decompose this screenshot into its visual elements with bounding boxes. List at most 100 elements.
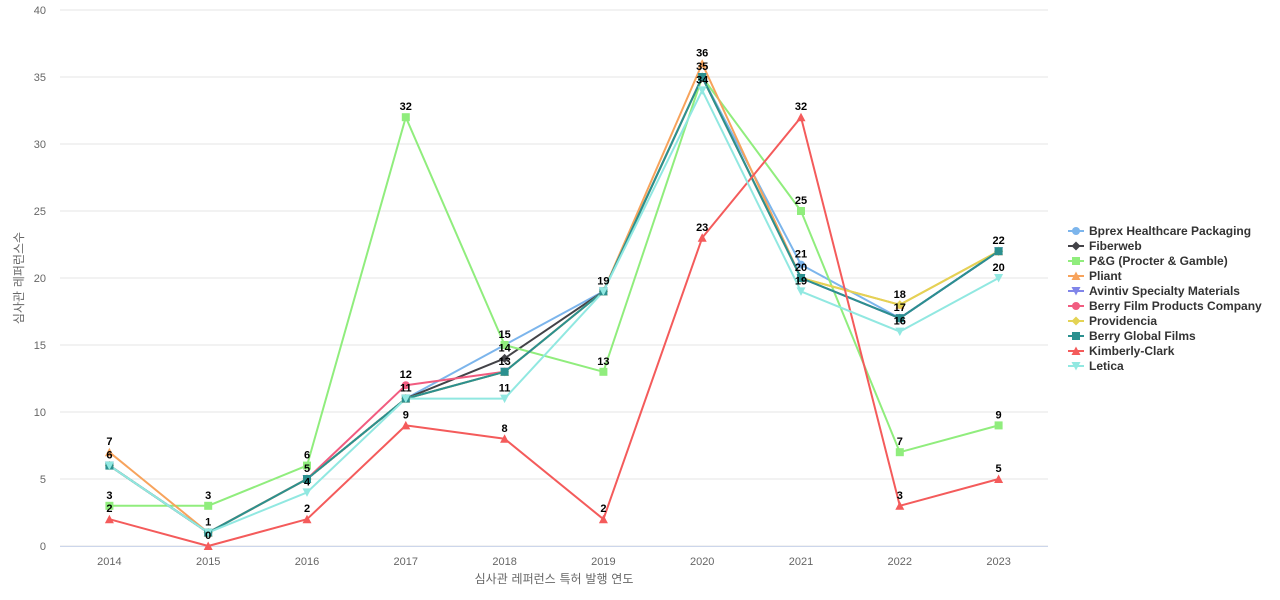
data-point	[895, 501, 905, 510]
data-point	[797, 207, 805, 215]
y-tick-label: 10	[34, 407, 46, 419]
data-point	[104, 514, 114, 524]
legend-label: Berry Global Films	[1089, 329, 1196, 343]
legend-label: Pliant	[1089, 269, 1122, 283]
data-point	[797, 274, 805, 282]
data-point	[698, 73, 707, 81]
data-point	[500, 341, 509, 349]
data-label: 16	[894, 316, 906, 328]
data-label: 34	[696, 74, 709, 86]
data-label: 35	[696, 61, 708, 73]
data-point	[994, 474, 1004, 483]
series-line-9	[108, 89, 1000, 534]
data-label: 3	[205, 490, 211, 502]
x-tick-label: 2021	[789, 556, 813, 568]
x-axis-title: 심사관 레퍼런스 특허 발행 연도	[475, 571, 634, 586]
y-tick-label: 15	[34, 340, 46, 352]
y-axis-title: 심사관 레퍼런스수	[12, 232, 26, 324]
data-point	[303, 461, 311, 470]
data-point	[104, 447, 114, 457]
data-label: 12	[400, 369, 412, 381]
data-point	[500, 394, 510, 404]
data-label: 32	[795, 101, 807, 113]
x-tick-label: 2022	[888, 556, 912, 568]
data-point	[994, 274, 1004, 283]
legend-marker	[1071, 241, 1081, 251]
legend-marker	[1072, 332, 1080, 340]
legend-marker	[1071, 316, 1081, 326]
data-point	[203, 541, 213, 550]
series-line-7	[108, 76, 1000, 534]
data-point	[895, 314, 904, 323]
data-point	[303, 475, 311, 483]
legend-item[interactable]: Providencia	[1068, 314, 1157, 328]
y-tick-label: 40	[34, 5, 46, 17]
data-label: 3	[897, 490, 903, 502]
legend-item[interactable]: Fiberweb	[1068, 239, 1142, 253]
legend-label: Kimberly-Clark	[1089, 344, 1175, 358]
x-tick-label: 2019	[591, 556, 615, 568]
data-label: 1	[205, 517, 211, 529]
y-tick-label: 30	[34, 139, 46, 151]
data-label: 21	[795, 249, 807, 261]
data-point	[401, 420, 411, 430]
data-point	[598, 514, 608, 524]
legend-label: Berry Film Products Company	[1089, 299, 1262, 313]
y-tick-label: 0	[40, 541, 46, 553]
series-line-2	[108, 76, 1000, 507]
data-label: 4	[304, 476, 311, 488]
data-point	[104, 461, 114, 471]
legend-label: Providencia	[1089, 314, 1157, 328]
data-label: 2	[304, 503, 310, 515]
legend-label: Bprex Healthcare Packaging	[1089, 224, 1251, 238]
legend-item[interactable]: Kimberly-Clark	[1068, 344, 1175, 358]
data-point	[302, 488, 312, 497]
legend-marker	[1072, 227, 1080, 235]
x-tick-label: 2014	[97, 556, 121, 568]
data-point	[994, 247, 1003, 256]
legend-item[interactable]: Berry Film Products Company	[1068, 299, 1262, 313]
data-point	[796, 112, 806, 122]
legend-label: Fiberweb	[1089, 239, 1142, 253]
data-label: 20	[795, 262, 807, 274]
x-tick-label: 2020	[690, 556, 714, 568]
data-point	[105, 501, 114, 510]
x-tick-label: 2023	[986, 556, 1010, 568]
data-label: 13	[498, 356, 510, 368]
legend-item[interactable]: P&G (Procter & Gamble)	[1068, 254, 1228, 268]
legend-marker	[1071, 287, 1081, 296]
legend-item[interactable]: Bprex Healthcare Packaging	[1068, 224, 1251, 238]
series-markers	[104, 59, 1004, 550]
data-label: 2	[106, 503, 112, 515]
data-label: 18	[894, 289, 906, 301]
data-label: 9	[996, 409, 1002, 421]
series-line-3	[108, 62, 1000, 534]
data-label: 13	[597, 356, 609, 368]
series-lines	[108, 62, 1000, 547]
data-label: 20	[992, 262, 1004, 274]
data-label: 7	[897, 436, 903, 448]
data-point	[895, 300, 905, 310]
data-point	[994, 421, 1003, 430]
data-point	[697, 233, 707, 242]
legend-marker	[1071, 346, 1081, 355]
legend-label: P&G (Procter & Gamble)	[1089, 254, 1228, 268]
legend-marker	[1072, 302, 1080, 310]
data-label: 19	[597, 275, 609, 287]
data-point	[598, 287, 608, 296]
data-label: 9	[403, 409, 409, 421]
data-label: 8	[502, 423, 508, 435]
legend-item[interactable]: Berry Global Films	[1068, 329, 1196, 343]
data-labels: 7632310654232121191514131181913236353423…	[106, 48, 1004, 542]
legend-item[interactable]: Pliant	[1068, 269, 1122, 283]
y-tick-label: 20	[34, 273, 46, 285]
data-point	[599, 367, 608, 376]
data-label: 6	[106, 450, 112, 462]
data-label: 15	[498, 329, 510, 341]
data-label: 6	[304, 450, 310, 462]
legend-item[interactable]: Avintiv Specialty Materials	[1068, 284, 1240, 298]
y-tick-label: 35	[34, 72, 46, 84]
legend-item[interactable]: Letica	[1068, 359, 1124, 373]
